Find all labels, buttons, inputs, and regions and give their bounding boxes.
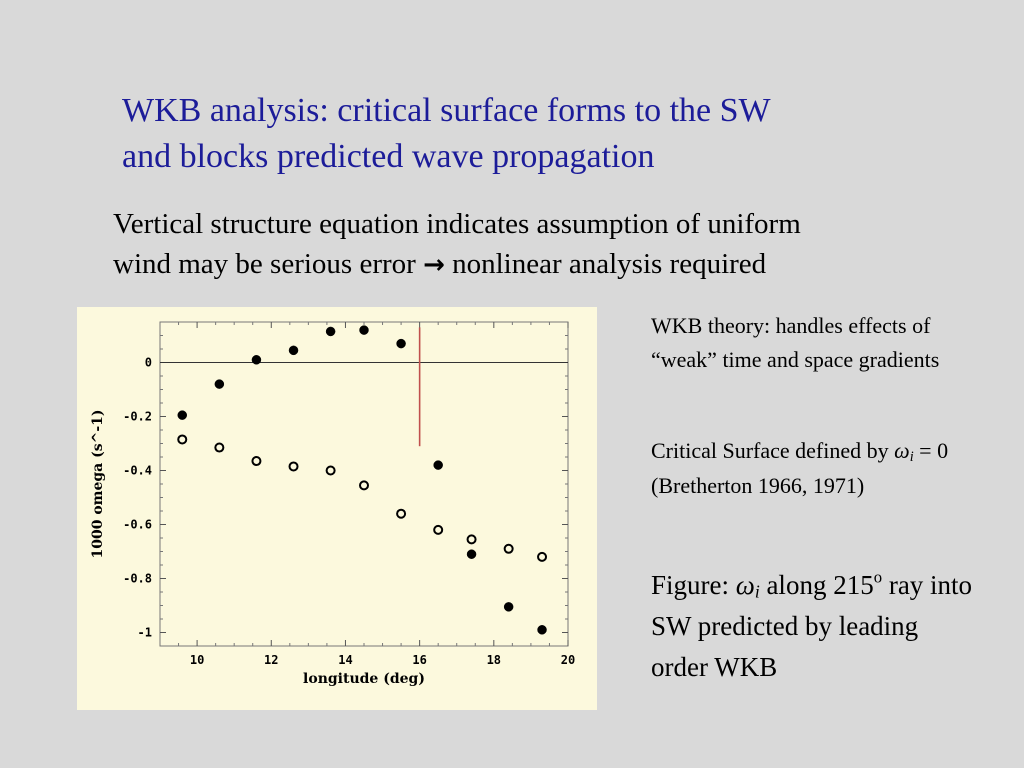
subtitle-line-2: wind may be serious error → nonlinear an… — [113, 244, 973, 285]
subtitle-line-2-part-a: wind may be serious error — [113, 248, 424, 280]
y-axis-label: 1000 omega (s^-1) — [90, 409, 106, 558]
omega-symbol: ω — [894, 438, 910, 463]
subtitle-line-1: Vertical structure equation indicates as… — [113, 208, 801, 240]
subtitle-line-2-part-b: nonlinear analysis required — [444, 248, 767, 280]
degree-superscript: o — [873, 567, 883, 587]
open-data-point — [359, 480, 369, 491]
filled-data-point — [288, 345, 299, 356]
slide-title: WKB analysis: critical surface forms to … — [122, 88, 922, 180]
filled-data-point — [359, 325, 369, 335]
filled-data-point — [466, 549, 477, 559]
slide-title-line-2: and blocks predicted wave propagation — [122, 138, 655, 175]
side-note-3-part-b: along 215 — [759, 570, 874, 600]
y-tick-label: -1 — [138, 626, 152, 640]
open-data-point — [433, 524, 444, 535]
side-note-3-part-a: Figure: — [651, 570, 736, 600]
filled-data-point — [177, 410, 188, 420]
x-tick-label: 10 — [190, 653, 204, 667]
filled-data-point — [325, 326, 336, 337]
open-data-point — [251, 456, 262, 467]
plot-frame — [159, 321, 569, 647]
omega-longitude-chart: 10 12 14 16 18 20 0 -0.2 -0.4 -0.6 -0.8 -1 longitud… — [90, 321, 575, 687]
open-data-point — [503, 543, 514, 554]
open-data-point — [288, 461, 299, 472]
filled-data-point — [214, 379, 225, 389]
side-note-figure-caption: Figure: ωi along 215o ray into SW predic… — [651, 565, 981, 688]
open-data-point — [537, 551, 548, 562]
filled-data-point — [251, 355, 262, 365]
omega-subscript: i — [909, 448, 914, 465]
y-tick-label: -0.2 — [123, 410, 152, 424]
y-tick-label: -0.6 — [123, 518, 152, 532]
side-note-2-part-b: = 0 (Bretherton 1966, 1971) — [651, 438, 949, 498]
x-axis-label: longitude (deg) — [303, 671, 425, 687]
figure-panel: 10 12 14 16 18 20 0 -0.2 -0.4 -0.6 -0.8 -1 longitud… — [77, 307, 597, 710]
side-note-wkb-theory: WKB theory: handles effects of “weak” ti… — [651, 313, 940, 372]
x-tick-label: 12 — [264, 653, 278, 667]
y-tick-label: 0 — [145, 356, 152, 370]
filled-data-point — [433, 460, 443, 470]
filled-data-point — [537, 625, 547, 635]
right-arrow-icon: → — [423, 250, 445, 280]
filled-data-point — [503, 602, 514, 612]
x-tick-label: 14 — [338, 653, 352, 667]
x-tick-label: 16 — [412, 653, 426, 667]
slide-title-line-1: WKB analysis: critical surface forms to … — [122, 92, 771, 129]
side-note-critical-surface: Critical Surface defined by ωi = 0 (Bret… — [651, 433, 981, 503]
side-note-2-part-a: Critical Surface defined by — [651, 438, 895, 463]
omega-symbol-caption: ω — [735, 570, 755, 600]
x-tick-label: 20 — [561, 653, 575, 667]
y-tick-label: -0.8 — [123, 572, 152, 586]
open-data-point — [466, 534, 477, 545]
points-layer — [177, 325, 548, 635]
open-data-point — [214, 442, 225, 453]
omega-subscript-caption: i — [754, 581, 760, 602]
open-data-point — [177, 434, 188, 445]
ticks-layer: 10 12 14 16 18 20 0 -0.2 -0.4 -0.6 -0.8 -1 — [123, 321, 575, 667]
slide-subtitle: Vertical structure equation indicates as… — [113, 204, 973, 285]
open-data-point — [396, 508, 407, 519]
side-note-3-part-c: ray into SW predicted by leading order W… — [651, 570, 973, 682]
y-tick-label: -0.4 — [123, 464, 152, 478]
filled-data-point — [396, 338, 406, 349]
x-tick-label: 18 — [487, 653, 501, 667]
open-data-point — [325, 465, 336, 476]
